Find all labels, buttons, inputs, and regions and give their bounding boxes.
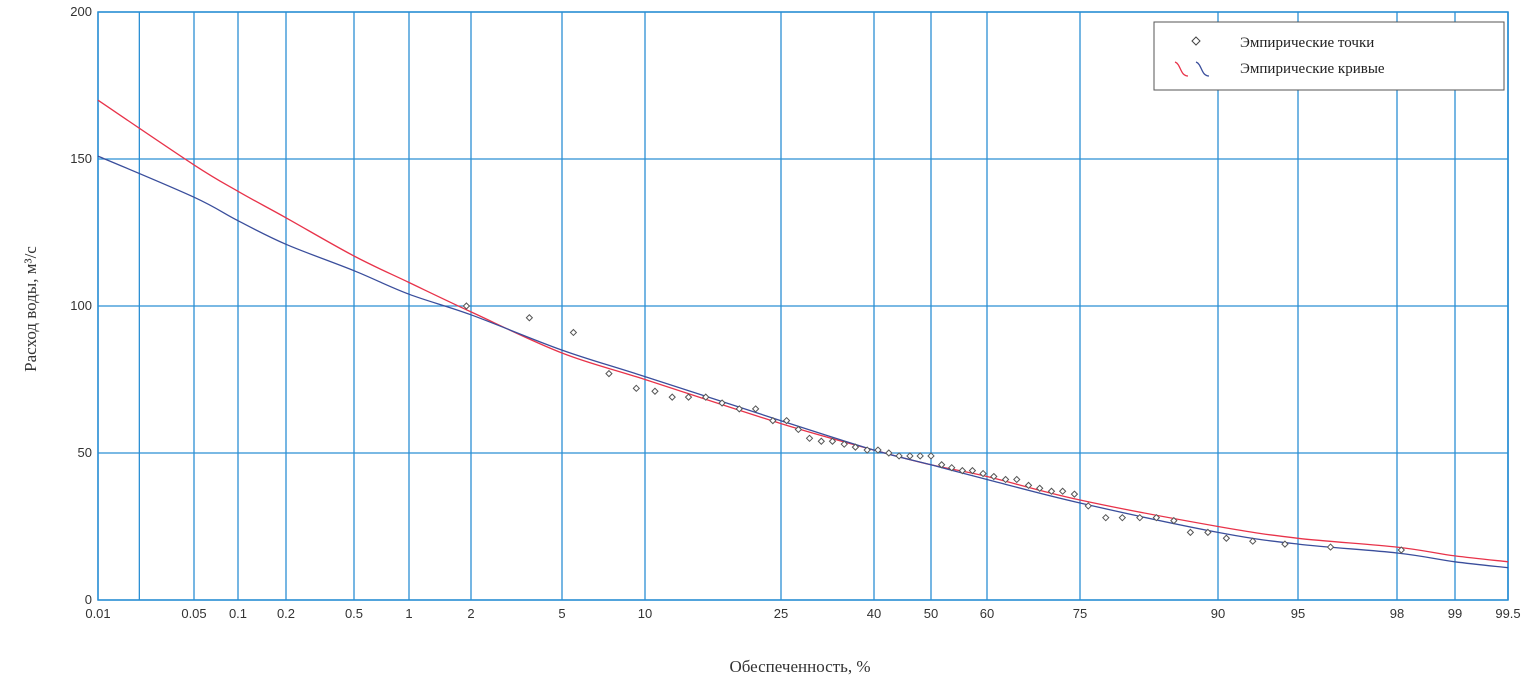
- empirical-point: [782, 416, 791, 425]
- empirical-point: [702, 393, 710, 401]
- curves: [97, 99, 1509, 569]
- empirical-point: [990, 472, 998, 481]
- empirical-point: [937, 461, 946, 469]
- x-tick-label: 0.1: [229, 606, 247, 621]
- empirical-point: [569, 328, 578, 337]
- x-tick-label: 25: [774, 606, 788, 621]
- empirical-point: [968, 466, 977, 475]
- empirical-point: [1170, 516, 1178, 525]
- empirical-point: [1326, 543, 1335, 551]
- legend-blue-curve-icon: [1195, 61, 1210, 77]
- empirical-point: [958, 466, 967, 475]
- empirical-point: [1152, 513, 1161, 522]
- x-tick-label: 50: [924, 606, 938, 621]
- empirical-point: [735, 405, 744, 413]
- empirical-points: [462, 302, 1405, 554]
- x-tick-label: 98: [1390, 606, 1404, 621]
- empirical-point: [895, 452, 903, 460]
- empirical-point: [794, 425, 803, 434]
- empirical-point: [769, 416, 777, 425]
- x-tick-label: 0.2: [277, 606, 295, 621]
- empirical-point: [632, 384, 641, 393]
- x-tick-label: 75: [1073, 606, 1087, 621]
- empirical-point: [651, 387, 659, 395]
- legend: Эмпирические точки Эмпирические кривые: [1153, 21, 1505, 91]
- y-tick-label: 200: [70, 4, 92, 19]
- empirical-point: [805, 434, 814, 443]
- empirical-point: [525, 314, 534, 322]
- legend-item-curves: Эмпирические кривые: [1240, 61, 1385, 77]
- grid: [97, 11, 1509, 601]
- x-tick-label: 0.01: [85, 606, 110, 621]
- empirical-point: [462, 302, 471, 310]
- blue-empirical-curve: [97, 155, 1509, 569]
- empirical-point: [751, 405, 760, 413]
- x-tick-label: 0.5: [345, 606, 363, 621]
- y-tick-label: 50: [78, 445, 92, 460]
- empirical-point: [874, 446, 882, 454]
- empirical-point: [684, 393, 693, 401]
- empirical-point: [1001, 475, 1010, 484]
- empirical-point: [1047, 487, 1056, 495]
- x-tick-label: 40: [867, 606, 881, 621]
- x-tick-label: 5: [558, 606, 565, 621]
- empirical-point: [1186, 528, 1195, 537]
- x-tick-label: 60: [980, 606, 994, 621]
- empirical-point: [1024, 481, 1033, 490]
- x-axis-label: Обеспеченность, %: [729, 657, 870, 676]
- empirical-point: [927, 452, 935, 460]
- empirical-point: [1102, 513, 1110, 522]
- empirical-point: [1397, 546, 1405, 554]
- x-tick-label: 1: [405, 606, 412, 621]
- legend-red-curve-icon: [1174, 61, 1189, 77]
- empirical-point: [906, 452, 914, 460]
- empirical-point: [1281, 540, 1289, 548]
- empirical-point: [863, 446, 871, 454]
- empirical-point: [1204, 528, 1212, 537]
- y-tick-label: 100: [70, 298, 92, 313]
- empirical-point: [916, 452, 924, 460]
- tick-labels: 0.01 0.05 0.1 0.2 0.5 1 2 5 10 25 40 50 60 75 90 95 98 99…: [70, 4, 1520, 621]
- empirical-point: [948, 463, 956, 472]
- x-tick-label: 95: [1291, 606, 1305, 621]
- x-tick-label: 90: [1211, 606, 1225, 621]
- empirical-point: [1035, 484, 1044, 492]
- empirical-point: [1249, 537, 1257, 545]
- empirical-point: [605, 369, 613, 378]
- x-tick-label: 99: [1448, 606, 1462, 621]
- plot-frame: [97, 11, 1509, 601]
- legend-item-points: Эмпирические точки: [1240, 35, 1374, 51]
- x-tick-label: 10: [638, 606, 652, 621]
- x-tick-label: 2: [467, 606, 474, 621]
- empirical-point: [840, 440, 848, 448]
- y-tick-label: 0: [85, 592, 92, 607]
- empirical-point: [668, 393, 676, 401]
- empirical-point: [979, 469, 987, 478]
- empirical-point: [828, 437, 837, 445]
- empirical-point: [1084, 502, 1092, 510]
- empirical-point: [1058, 487, 1067, 495]
- y-tick-label: 150: [70, 151, 92, 166]
- empirical-point: [1013, 475, 1021, 484]
- empirical-point: [1222, 534, 1231, 542]
- x-tick-label: 0.05: [181, 606, 206, 621]
- empirical-point: [1118, 513, 1127, 522]
- empirical-point: [885, 449, 893, 457]
- y-axis-label: Расход воды, м³/с: [21, 246, 40, 372]
- empirical-point: [851, 443, 860, 451]
- empirical-point: [1136, 513, 1144, 522]
- legend-diamond-icon: [1191, 36, 1201, 46]
- legend-box: [1153, 21, 1505, 91]
- empirical-point: [1070, 490, 1079, 498]
- empirical-point: [817, 437, 826, 445]
- x-tick-label: 99.5: [1495, 606, 1520, 621]
- red-empirical-curve: [97, 99, 1509, 563]
- empirical-point: [718, 399, 726, 407]
